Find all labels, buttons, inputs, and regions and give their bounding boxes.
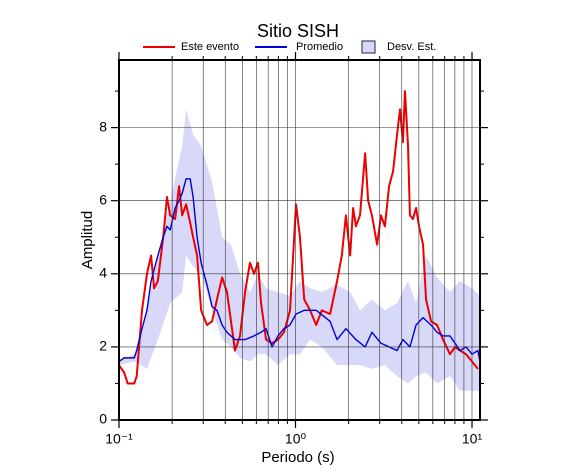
chart-title: Sitio SISH (257, 21, 339, 41)
x-axis-label: Periodo (s) (261, 449, 334, 466)
y-tick-label: 4 (99, 265, 107, 281)
x-tick-label: 10⁻¹ (105, 431, 133, 447)
plot-frame (118, 59, 481, 421)
y-tick-label: 6 (99, 191, 107, 207)
x-tick-label: 10⁰ (285, 431, 307, 447)
y-tick-label: 8 (99, 118, 107, 134)
y-tick-label: 0 (99, 411, 107, 427)
legend-label: Este evento (181, 41, 239, 53)
y-tick-label: 2 (99, 338, 107, 354)
std-band (119, 109, 480, 391)
legend-label: Promedio (296, 41, 343, 53)
plot-area (119, 90, 480, 391)
x-tick-label: 10¹ (462, 431, 483, 447)
legend-swatch (361, 40, 376, 54)
legend-label: Desv. Est. (387, 41, 436, 53)
series-line (119, 90, 479, 385)
y-axis-label: Amplitud (79, 211, 96, 269)
